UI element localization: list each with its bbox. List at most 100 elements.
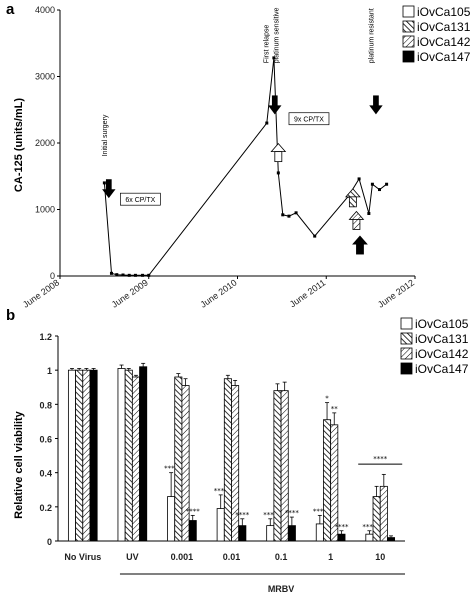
legend-label: iOvCa147 — [415, 362, 469, 376]
bar — [323, 419, 332, 542]
data-point — [313, 234, 317, 238]
data-point — [102, 181, 106, 185]
bar — [89, 369, 98, 542]
iovca105-arrow — [270, 143, 287, 163]
annotation-text: platinum sensitive — [273, 7, 280, 63]
significance-label: **** — [186, 507, 201, 515]
legend-swatch — [400, 332, 413, 345]
bar — [372, 496, 381, 542]
bar — [280, 390, 289, 542]
legend-label: iOvCa131 — [415, 332, 469, 346]
data-point — [370, 182, 374, 186]
panel-a-label: a — [6, 1, 15, 18]
data-point — [265, 121, 269, 125]
x-tick-label: June 2008 — [21, 277, 61, 309]
treatment-box: 9x CP/TX — [288, 112, 330, 126]
legend-swatch — [402, 35, 415, 48]
y-axis-label: CA-125 (units/mL) — [13, 98, 25, 192]
y-tick-label: 0 — [47, 537, 52, 547]
surgery-arrow — [102, 179, 116, 199]
treatment-label: 9x CP/TX — [294, 117, 324, 124]
legend-label: iOvCa105 — [415, 317, 469, 331]
bar — [216, 508, 225, 542]
annotations: Initial surgery First relapse platinum sen… — [102, 7, 383, 255]
data-point — [115, 273, 119, 277]
legend-swatch — [402, 20, 415, 33]
legend-swatch — [400, 317, 413, 330]
data-point — [287, 214, 291, 218]
bar — [287, 525, 296, 542]
bars: **************** **** **** *********** *****… — [67, 362, 403, 542]
panel-a: a CA-125 (units/mL) 0 1000 2000 3000 4000 Jun… — [6, 1, 471, 310]
panel-b-label: b — [6, 307, 15, 324]
axes — [57, 9, 416, 279]
data-point — [147, 273, 151, 277]
iovca142-arrow — [348, 210, 365, 230]
bar — [238, 525, 247, 542]
x-tick-label: June 2011 — [288, 277, 328, 309]
bar — [379, 485, 388, 542]
data-point — [276, 171, 280, 175]
y-tick-label: 0.8 — [39, 400, 52, 410]
bar — [181, 385, 190, 542]
legend-swatch — [400, 347, 413, 360]
resistant-arrow — [369, 95, 383, 115]
y-tick-label: 0.2 — [39, 503, 52, 513]
legend-label: iOvCa142 — [417, 35, 471, 49]
data-point — [367, 211, 371, 215]
legend-label: iOvCa105 — [417, 5, 471, 19]
x-tick-label: 0.001 — [171, 552, 194, 562]
annotation-text: First relapse — [264, 25, 271, 64]
iovca147-arrow — [352, 235, 368, 255]
bar — [82, 369, 91, 542]
x-tick-label: June 2009 — [110, 277, 150, 309]
y-tick-label: 0.4 — [39, 469, 52, 479]
bar — [273, 390, 282, 542]
bracket-label: **** — [373, 455, 388, 463]
tick-labels: 0 0.2 0.4 0.6 0.8 1 1.2 No Virus UV 0.001 0.01 0.1 1… — [39, 332, 385, 594]
treatment-box: 6x CP/TX — [119, 192, 161, 206]
group-label: MRBV — [268, 584, 295, 594]
legend-swatch — [402, 50, 415, 63]
x-tick-label: No Virus — [64, 552, 101, 562]
bar — [365, 533, 374, 542]
legend-label: iOvCa131 — [417, 20, 471, 34]
data-point — [281, 213, 285, 217]
bar — [315, 523, 324, 542]
tick-labels: 0 1000 2000 3000 4000 June 2008 June 2009 June … — [21, 5, 416, 310]
x-tick-label: UV — [126, 552, 139, 562]
significance-label: **** — [214, 487, 229, 495]
data-point — [109, 271, 113, 275]
significance-label: **** — [313, 507, 328, 515]
y-tick-label: 1.2 — [39, 332, 52, 342]
x-tick-label: 0.01 — [223, 552, 241, 562]
bar — [75, 369, 84, 542]
legend-label: iOvCa142 — [415, 347, 469, 361]
bar — [139, 366, 148, 542]
data-point — [272, 56, 276, 60]
significance-label: **** — [164, 465, 179, 473]
y-tick-label: 0.6 — [39, 435, 52, 445]
bar — [387, 537, 396, 542]
data-point — [141, 273, 145, 277]
bar — [188, 520, 197, 542]
x-tick-label: 0.1 — [275, 552, 288, 562]
data-point — [385, 182, 389, 186]
bar — [223, 378, 232, 542]
panel-b: b Relative cell viability **************… — [6, 307, 469, 594]
significance-label: **** — [235, 511, 250, 519]
bar — [131, 376, 140, 542]
data-point — [378, 188, 381, 192]
annotation-text: Initial surgery — [102, 114, 109, 156]
bar — [266, 525, 275, 542]
significance-label: ** — [331, 405, 339, 413]
bar — [67, 369, 76, 542]
significance-label: **** — [334, 523, 349, 531]
x-tick-label: June 2012 — [376, 277, 416, 309]
x-tick-label: 1 — [328, 552, 333, 562]
legend-label: iOvCa147 — [417, 50, 471, 64]
y-tick-label: 1 — [47, 366, 52, 376]
